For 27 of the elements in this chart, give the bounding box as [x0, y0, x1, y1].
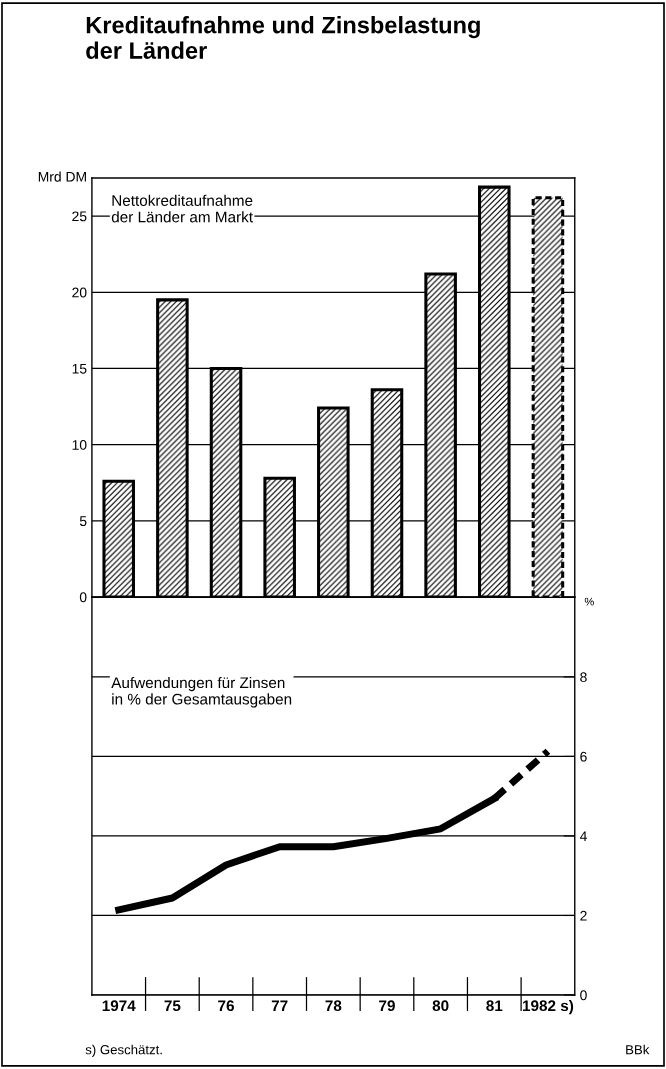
x-tick-label: 81	[486, 1000, 503, 1012]
annotation: Nettokreditaufnahme der Länder am Markt	[111, 194, 253, 223]
x-tick-label: 1982 s)	[522, 999, 574, 1015]
y-axis-title: Mrd DM	[38, 171, 86, 182]
chart-title: Kreditaufnahme und Zinsbelastung der Länder	[86, 16, 480, 59]
x-tick-label: 77	[271, 1000, 288, 1011]
y-tick-label: 6	[580, 751, 587, 762]
y-tick-label: 25	[72, 211, 87, 222]
x-tick-label: 75	[164, 1000, 181, 1012]
text: BBk	[626, 1044, 650, 1055]
x-tick-label: 1974	[102, 1000, 136, 1012]
y-tick-label: 20	[72, 287, 87, 298]
x-tick-label: 79	[379, 1000, 395, 1012]
y-tick-label: 4	[579, 831, 587, 841]
x-tick-label: 80	[432, 1000, 449, 1012]
annotation: Aufwendungen für Zinsen in % der Gesamtausgaben	[111, 676, 292, 708]
y-tick-label: 8	[580, 672, 587, 683]
x-tick-label: 76	[218, 1000, 234, 1012]
text: s) Geschätzt.	[85, 1044, 162, 1057]
y-tick-label: 0	[580, 990, 587, 1001]
y-tick-label: 0	[79, 592, 87, 603]
y-tick-label: 15	[72, 363, 87, 374]
y-tick-label: 5	[79, 516, 87, 527]
y-tick-label: 2	[580, 910, 587, 921]
y-tick-label: 10	[72, 439, 87, 450]
x-tick-label: 78	[325, 1000, 342, 1012]
y-axis-title: %	[584, 597, 594, 606]
